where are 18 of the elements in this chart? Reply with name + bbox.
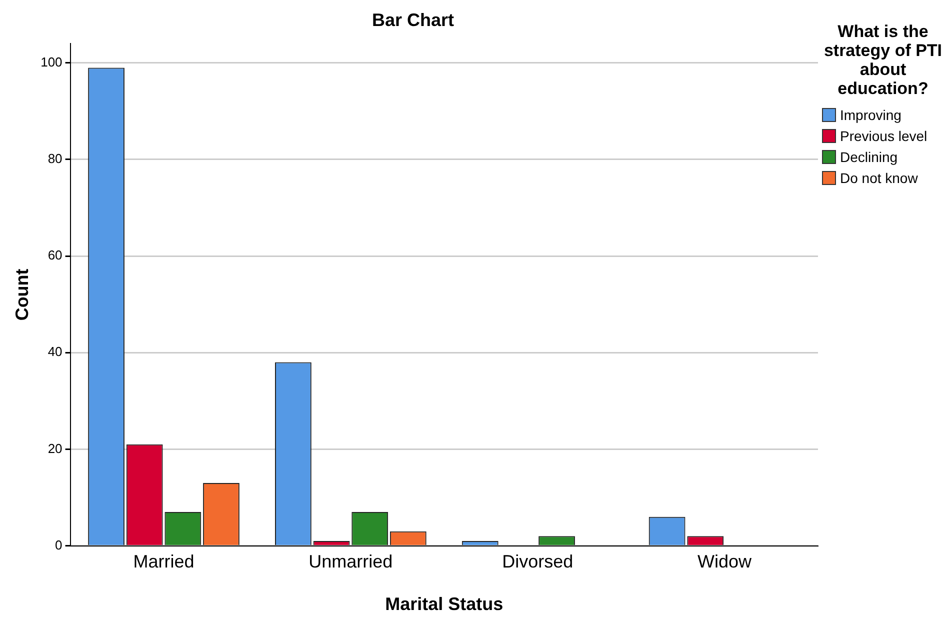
x-tick-label: Divorsed	[502, 552, 574, 572]
legend-label: Improving	[840, 106, 902, 122]
legend-label: Declining	[840, 148, 898, 164]
legend-label: Do not know	[840, 170, 918, 186]
legend-label: Previous level	[840, 128, 928, 144]
legend-title: What is the strategy of PTI about education?	[822, 22, 944, 98]
x-tick-label: Unmarried	[308, 552, 393, 572]
chart-title: Bar Chart	[372, 10, 454, 30]
y-tick-label: 20	[48, 440, 62, 456]
y-tick-label: 0	[55, 537, 62, 552]
y-axis-title: Count	[12, 268, 32, 321]
x-tick-label: Married	[133, 552, 194, 572]
y-tick-label: 40	[48, 344, 62, 360]
y-tick-label: 100	[40, 54, 62, 70]
y-tick-label: 80	[48, 151, 62, 166]
x-tick-label: Widow	[698, 552, 753, 572]
y-tick-label: 60	[48, 248, 62, 263]
x-axis-title: Marital Status	[385, 594, 504, 614]
